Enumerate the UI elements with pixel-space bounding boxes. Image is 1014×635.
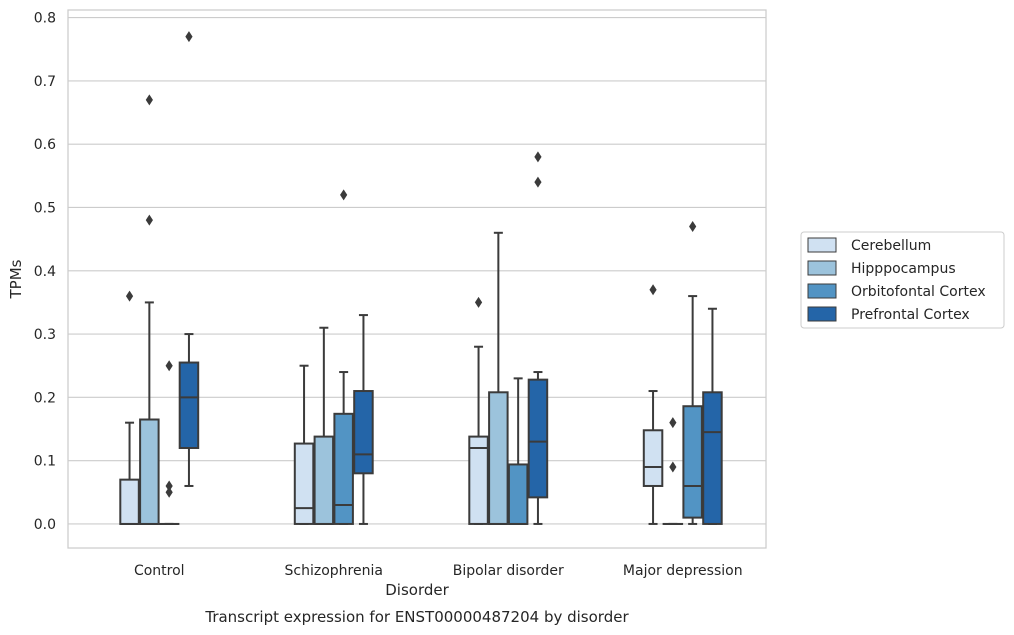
y-tick-label: 0.1 [34, 454, 56, 470]
y-tick-label: 0.2 [34, 390, 56, 406]
legend-swatch [807, 283, 837, 299]
plot-frame [67, 9, 767, 549]
outlier-point [185, 31, 193, 43]
box-orbitofontal-cortex [333, 189, 354, 525]
box-body [178, 361, 200, 449]
box-prefrontal-cortex [702, 307, 723, 525]
box-hipppocampus [662, 417, 684, 525]
outlier-point [689, 220, 697, 232]
y-tick-label: 0.6 [34, 137, 56, 153]
outlier-point [534, 151, 542, 163]
x-tick-label: Control [134, 563, 185, 579]
box-cerebellum [293, 364, 315, 525]
box-body [468, 435, 489, 525]
box-orbitofontal-cortex [682, 220, 703, 525]
outlier-point [669, 461, 677, 473]
box-orbitofontal-cortex [158, 360, 180, 525]
x-tick-labels: Control Schizophrenia Bipolar disorder Majo… [134, 563, 743, 579]
outlier-point [125, 290, 134, 302]
box-hipppocampus [313, 326, 335, 525]
box-cerebellum [119, 290, 140, 525]
box-body [353, 390, 374, 475]
x-tick-label: Schizophrenia [285, 563, 383, 579]
box-body [682, 405, 703, 519]
box-body [119, 478, 140, 525]
box-body [139, 418, 160, 525]
box-body [702, 391, 723, 525]
x-tick-label: Major depression [623, 563, 743, 579]
outlier-point [165, 480, 173, 492]
box-prefrontal-cortex [178, 31, 200, 487]
legend-swatch [807, 306, 837, 322]
box-cerebellum [468, 296, 489, 525]
box-cerebellum [642, 284, 664, 525]
y-tick-label: 0.0 [34, 517, 56, 533]
box-body [488, 391, 509, 525]
y-tick-label: 0.7 [34, 74, 56, 90]
y-tick-labels: 0.0 0.1 0.2 0.3 0.4 0.5 0.6 0.7 0.8 [34, 11, 56, 533]
outlier-point [340, 189, 348, 201]
legend-frame [800, 231, 1005, 329]
box-body [527, 378, 549, 499]
y-tick-label: 0.4 [34, 264, 56, 280]
outlier-point [145, 214, 153, 226]
box-prefrontal-cortex [527, 151, 549, 525]
y-tick-label: 0.5 [34, 200, 56, 216]
y-tick-label: 0.3 [34, 327, 56, 343]
box-body [293, 442, 315, 525]
legend-label: Prefrontal Cortex [851, 307, 970, 323]
legend-swatch [807, 260, 837, 276]
box-body [642, 429, 664, 487]
y-axis-label: TPMs [7, 259, 25, 299]
box-hipppocampus [488, 231, 509, 525]
outlier-point [534, 176, 542, 188]
legend-label: Hipppocampus [851, 261, 956, 277]
outlier-point [669, 417, 677, 429]
outlier-point [165, 486, 173, 498]
legend-swatch [807, 237, 837, 253]
legend-label: Orbitofontal Cortex [851, 284, 986, 300]
outlier-point [165, 360, 173, 372]
box-orbitofontal-cortex [507, 377, 529, 525]
box-body [313, 435, 335, 525]
outlier-point [649, 284, 657, 296]
x-axis-label: Disorder [385, 581, 449, 599]
box-prefrontal-cortex [353, 314, 374, 525]
legend-label: Cerebellum [851, 238, 931, 254]
box-body [333, 412, 354, 525]
box-series [119, 31, 723, 525]
box-hipppocampus [139, 94, 160, 525]
box-body [507, 463, 529, 525]
chart-title: Transcript expression for ENST0000048720… [204, 608, 629, 626]
y-tick-label: 0.8 [34, 11, 56, 27]
legend: Cerebellum Hipppocampus Orbitofontal Corte… [800, 231, 1005, 329]
outlier-point [474, 296, 483, 308]
outlier-point [145, 94, 153, 106]
x-tick-label: Bipolar disorder [453, 563, 564, 579]
